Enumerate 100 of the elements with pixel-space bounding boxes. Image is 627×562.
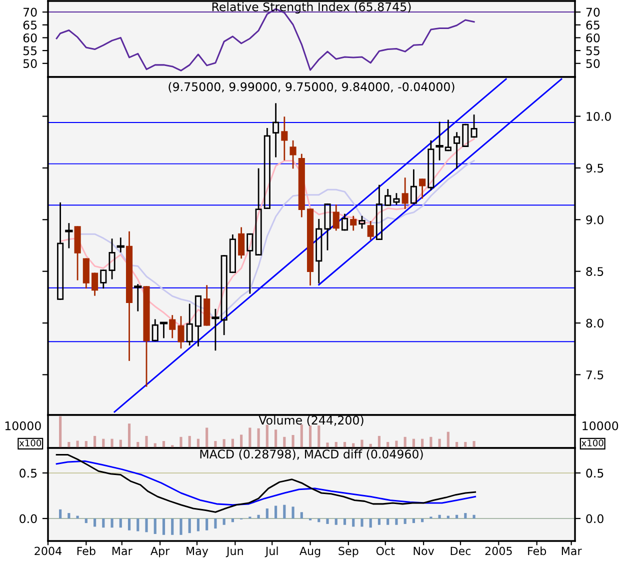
bar	[266, 508, 268, 518]
bar	[180, 518, 182, 535]
candlestick	[428, 140, 434, 190]
y-tick-label: 65	[23, 20, 37, 30]
y-tick-label: 55	[23, 46, 37, 56]
bar	[456, 514, 458, 518]
x-tick-label: Mar	[562, 546, 582, 556]
text: 10000	[582, 421, 618, 430]
bar	[128, 424, 131, 448]
bar	[248, 428, 252, 448]
candlestick	[281, 116, 288, 160]
bar	[386, 518, 390, 525]
bar	[300, 424, 303, 448]
bar	[266, 424, 268, 448]
x-tick-label: Oct	[376, 546, 395, 556]
x-tick-label: Sep	[338, 546, 358, 558]
line-series	[56, 460, 476, 506]
bar	[326, 442, 329, 448]
bar	[180, 436, 182, 448]
bar	[378, 518, 381, 525]
x-tick-label: Mar	[112, 546, 132, 556]
y-tick-label: 60	[23, 33, 37, 42]
bar	[128, 518, 131, 530]
bar	[326, 518, 329, 524]
bar	[421, 518, 424, 522]
bar	[240, 434, 243, 448]
y-tick-label: 8.0	[586, 318, 604, 328]
candlestick	[367, 221, 374, 240]
bar	[257, 428, 260, 448]
x-tick-label: 2005	[485, 546, 512, 556]
bar	[352, 518, 355, 527]
bar	[343, 518, 346, 525]
y-tick-label: 50	[23, 59, 37, 68]
bar	[438, 514, 441, 518]
candlestick	[238, 227, 245, 259]
candlestick	[298, 154, 305, 218]
bar	[292, 434, 294, 448]
bar	[395, 440, 398, 448]
chart-title: (9.75000, 9.99000, 9.75000, 9.84000, -0.04000)	[168, 82, 454, 93]
bar	[119, 518, 122, 528]
text: 10000	[5, 421, 41, 430]
bar	[59, 509, 62, 518]
bar	[404, 518, 406, 524]
bar	[214, 518, 217, 529]
bar	[214, 441, 217, 448]
candlestick	[272, 103, 280, 158]
bar	[93, 518, 96, 527]
bar	[395, 518, 398, 525]
y-tick-label: 8.5	[586, 267, 604, 276]
bar	[171, 518, 174, 535]
y-tick-label: 9.5	[586, 164, 604, 173]
chart-title: Volume (244,200)	[258, 415, 364, 426]
bar	[231, 518, 234, 522]
y-tick-label: 0.0	[20, 514, 37, 524]
candlestick	[65, 223, 73, 248]
bar	[300, 512, 303, 518]
bar	[145, 436, 148, 448]
bar	[145, 518, 148, 532]
text: x100	[582, 440, 604, 446]
bar	[360, 440, 364, 448]
bar	[102, 518, 105, 528]
text: x100	[19, 440, 42, 446]
bar	[162, 518, 166, 535]
bar	[110, 518, 114, 528]
x-tick-label: Feb	[528, 546, 546, 556]
bar	[222, 518, 226, 525]
bar	[472, 441, 476, 448]
y-tick-label: 7.5	[586, 370, 604, 380]
bar	[318, 518, 320, 522]
bar	[274, 430, 278, 448]
x-tick-label: 2004	[34, 546, 62, 556]
bar	[274, 506, 278, 518]
x-tick-label: Nov	[414, 546, 434, 556]
bar	[334, 518, 338, 525]
x-tick-label: Jun	[226, 546, 243, 558]
candlestick	[316, 218, 322, 284]
bar	[257, 514, 260, 518]
candlestick	[126, 231, 133, 361]
chart-title: Relative Strength Index (65.8745)	[212, 2, 411, 14]
bar	[154, 518, 156, 534]
bar	[472, 514, 476, 518]
bar	[84, 518, 88, 524]
candlestick	[350, 216, 357, 231]
chart-title: MACD (0.28798), MACD diff (0.04960)	[200, 449, 423, 460]
bar	[283, 504, 286, 518]
y-tick-label: 9.0	[586, 215, 604, 224]
bar	[446, 432, 450, 448]
bar	[412, 518, 415, 524]
candlestick	[169, 315, 176, 338]
candlestick	[186, 304, 193, 346]
bar	[206, 518, 208, 530]
bar	[68, 513, 70, 518]
bar	[360, 518, 364, 527]
bar	[110, 438, 114, 448]
bar	[196, 518, 200, 532]
y-tick-label: 10.0	[586, 112, 611, 121]
x-tick-label: Dec	[450, 546, 471, 556]
bar	[308, 425, 312, 448]
candlestick	[454, 132, 460, 169]
bar	[369, 518, 372, 528]
